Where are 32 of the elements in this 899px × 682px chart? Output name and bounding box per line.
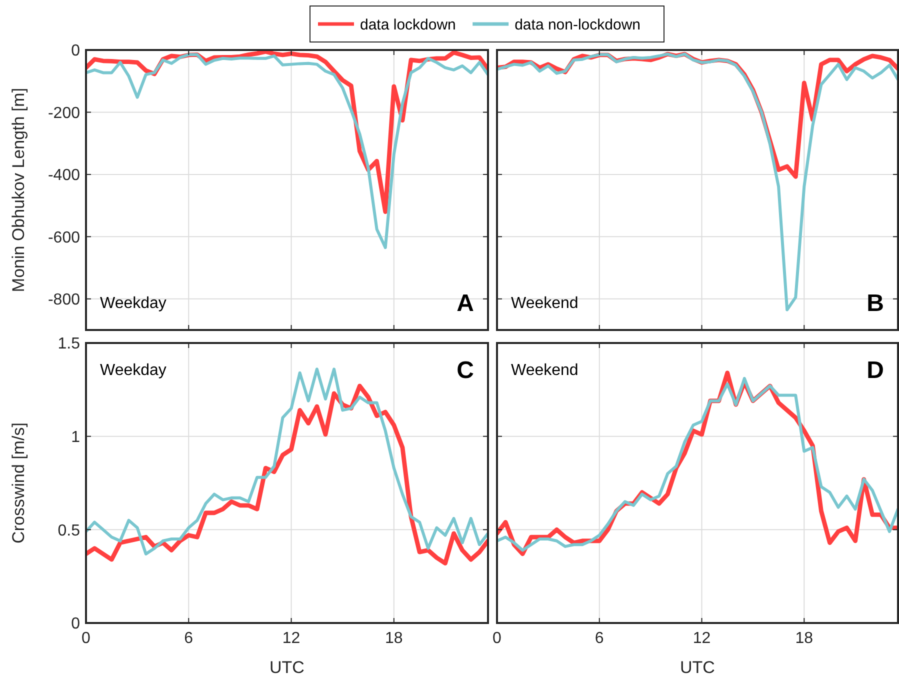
annotation: C — [456, 357, 474, 384]
y-tick-label: 0 — [71, 42, 80, 60]
y-tick-label: 1.5 — [58, 336, 80, 353]
y-tick-label: -400 — [48, 167, 80, 184]
annotation: D — [866, 357, 884, 384]
annotation: Weekday — [100, 362, 166, 379]
x-tick-label: 12 — [692, 630, 711, 647]
y-tick-label: 0 — [71, 616, 80, 633]
y-tick-label: -200 — [48, 104, 80, 122]
y-tick-label: 0.5 — [58, 522, 80, 540]
x-tick-label: 6 — [594, 630, 604, 647]
x-axis-title: UTC — [680, 658, 715, 677]
annotation: Weekend — [511, 362, 578, 379]
x-tick-label: 18 — [795, 630, 814, 647]
x-tick-label: 18 — [385, 630, 403, 647]
legend-label: data lockdown — [360, 16, 456, 34]
x-tick-label: 0 — [492, 630, 502, 647]
y-axis-title: Crosswind [m/s] — [9, 422, 28, 544]
y-tick-label: -600 — [48, 229, 80, 246]
y-tick-label: 1 — [71, 428, 80, 446]
annotation: B — [866, 290, 884, 317]
x-tick-label: 6 — [184, 630, 194, 647]
annotation: Weekend — [511, 295, 578, 312]
x-tick-label: 0 — [82, 630, 91, 647]
y-axis-title: Monin Obhukov Length [m] — [9, 88, 28, 292]
x-axis-title: UTC — [270, 658, 304, 677]
annotation: A — [456, 290, 474, 317]
y-tick-label: -800 — [48, 291, 80, 308]
x-tick-label: 12 — [282, 630, 300, 647]
annotation: Weekday — [100, 295, 166, 312]
line-series — [86, 53, 488, 250]
legend-label: data non-lockdown — [514, 16, 641, 34]
